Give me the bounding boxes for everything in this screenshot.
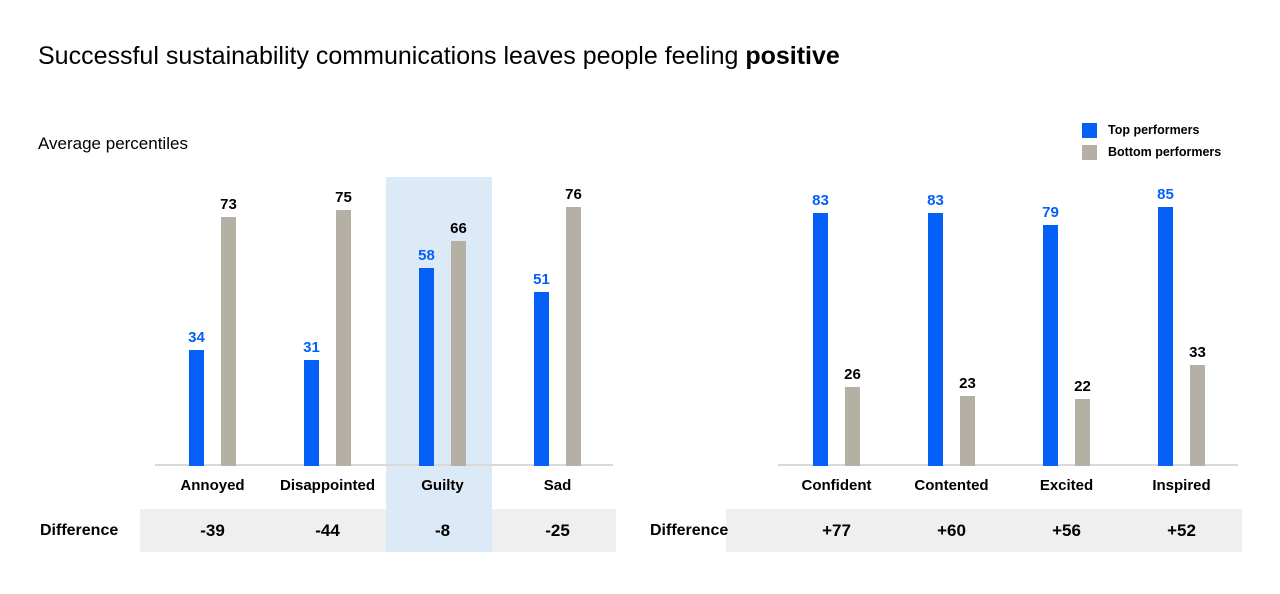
- value-label-bottom-performers-inspired: 33: [1189, 344, 1206, 361]
- legend-swatch-top-performers-icon: [1082, 122, 1097, 138]
- page-title: Successful sustainability communications…: [38, 42, 840, 71]
- category-label-annoyed: Annoyed: [180, 477, 245, 494]
- difference-value-inspired: +52: [1167, 521, 1196, 540]
- value-label-bottom-performers-annoyed: 73: [220, 196, 237, 213]
- difference-value-disappointed: -44: [315, 521, 340, 540]
- bar-bottom-performers-disappointed: [336, 210, 351, 466]
- value-label-bottom-performers-contented: 23: [959, 375, 976, 392]
- category-label-disappointed: Disappointed: [279, 477, 376, 494]
- value-label-bottom-performers-guilty: 66: [450, 220, 467, 237]
- bar-top-performers-confident: [813, 213, 828, 466]
- difference-strip: [140, 509, 616, 552]
- legend-item-top-performers: Top performers: [1082, 119, 1221, 141]
- bar-top-performers-sad: [534, 292, 549, 466]
- value-label-bottom-performers-sad: 76: [565, 186, 582, 203]
- value-label-bottom-performers-confident: 26: [844, 366, 861, 383]
- category-label-sad: Sad: [543, 477, 572, 494]
- category-label-guilty: Guilty: [421, 477, 464, 494]
- bar-top-performers-guilty: [419, 268, 434, 466]
- difference-row-label: Difference: [650, 522, 729, 539]
- bar-bottom-performers-sad: [566, 207, 581, 466]
- title-emphasis: positive: [745, 42, 840, 70]
- x-axis-line: [778, 464, 1238, 466]
- value-label-top-performers-disappointed: 31: [303, 339, 320, 356]
- bar-bottom-performers-confident: [845, 387, 860, 466]
- bar-bottom-performers-guilty: [451, 241, 466, 466]
- value-label-top-performers-confident: 83: [812, 192, 829, 209]
- difference-row-label: Difference: [40, 522, 119, 539]
- category-label-confident: Confident: [801, 477, 872, 494]
- value-label-top-performers-annoyed: 34: [188, 329, 205, 346]
- value-label-top-performers-sad: 51: [533, 271, 550, 288]
- legend-label-bottom-performers: Bottom performers: [1108, 145, 1222, 159]
- bar-top-performers-excited: [1043, 225, 1058, 466]
- difference-value-sad: -25: [545, 521, 570, 540]
- bar-bottom-performers-excited: [1075, 399, 1090, 466]
- legend: Top performers Bottom performers: [1082, 119, 1221, 163]
- axis-caption: Average percentiles: [38, 134, 188, 153]
- bar-bottom-performers-annoyed: [221, 217, 236, 466]
- title-text: Successful sustainability communications…: [38, 42, 746, 70]
- bar-bottom-performers-contented: [960, 396, 975, 466]
- highlight-band-guilty: [386, 177, 492, 552]
- bar-top-performers-contented: [928, 213, 943, 466]
- value-label-top-performers-guilty: 58: [418, 247, 435, 264]
- legend-swatch-bottom-performers-icon: [1082, 144, 1097, 160]
- category-label-contented: Contented: [914, 477, 989, 494]
- value-label-bottom-performers-disappointed: 75: [335, 189, 352, 206]
- difference-strip: [726, 509, 1242, 552]
- value-label-top-performers-inspired: 85: [1157, 186, 1174, 203]
- bar-bottom-performers-inspired: [1190, 365, 1205, 466]
- value-label-top-performers-excited: 79: [1042, 204, 1059, 221]
- difference-value-annoyed: -39: [200, 521, 225, 540]
- legend-item-bottom-performers: Bottom performers: [1082, 141, 1221, 163]
- legend-label-top-performers: Top performers: [1108, 123, 1200, 137]
- category-label-inspired: Inspired: [1152, 477, 1211, 494]
- bar-top-performers-disappointed: [304, 360, 319, 466]
- difference-value-guilty: -8: [434, 521, 451, 540]
- category-label-excited: Excited: [1039, 477, 1094, 494]
- difference-value-confident: +77: [822, 521, 851, 540]
- bar-top-performers-inspired: [1158, 207, 1173, 466]
- x-axis-line: [155, 464, 613, 466]
- value-label-top-performers-contented: 83: [927, 192, 944, 209]
- value-label-bottom-performers-excited: 22: [1074, 378, 1091, 395]
- difference-value-contented: +60: [937, 521, 966, 540]
- difference-value-excited: +56: [1052, 521, 1081, 540]
- bar-top-performers-annoyed: [189, 350, 204, 466]
